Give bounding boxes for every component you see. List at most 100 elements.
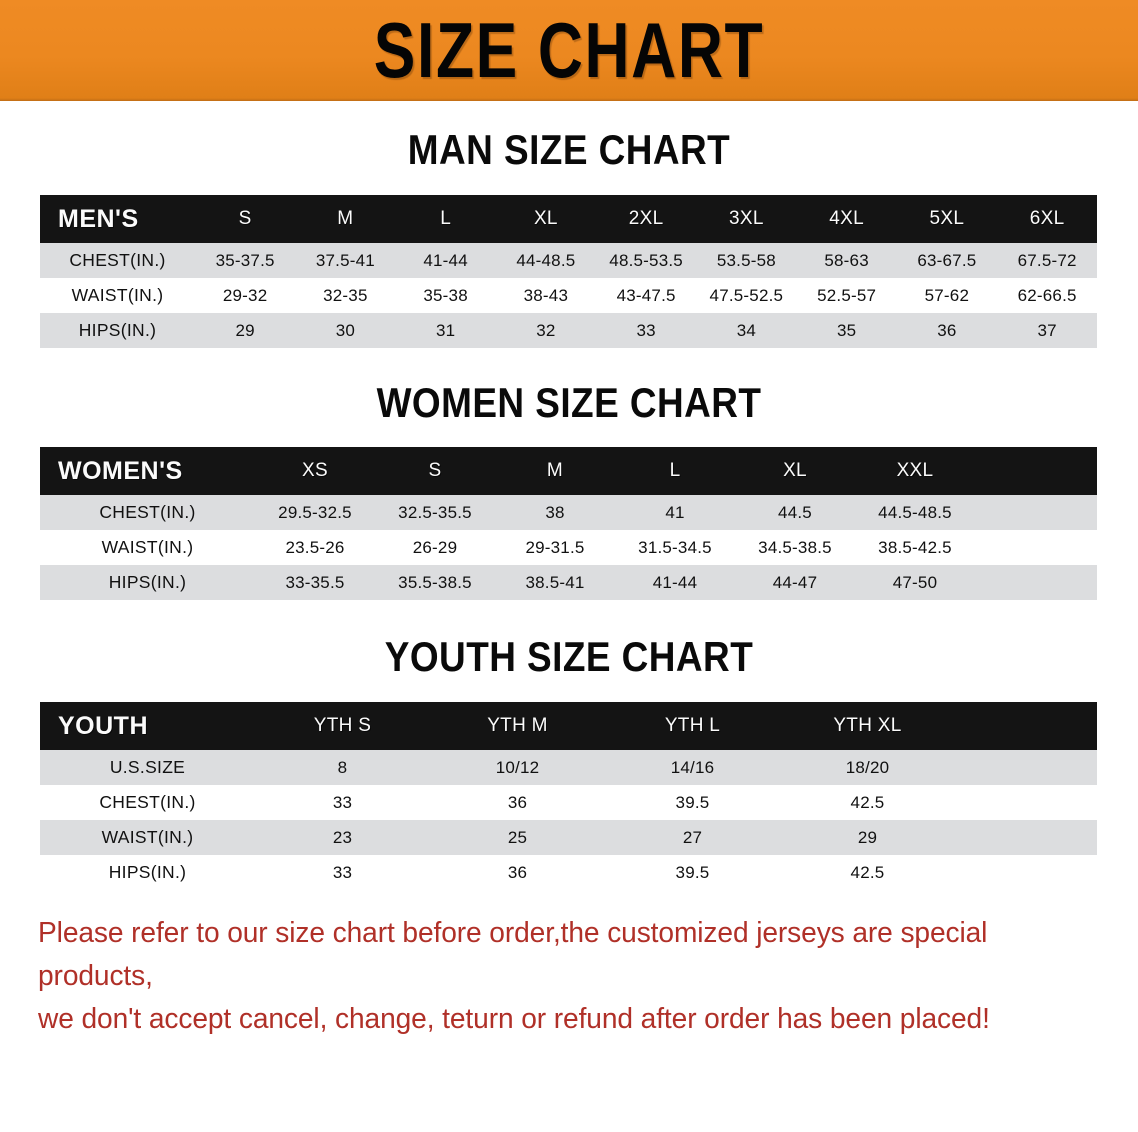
- size-chart-banner: SIZE CHART: [0, 0, 1138, 101]
- youth-ussize-l: 14/16: [670, 757, 715, 777]
- women-hips-xl: 44-47: [772, 572, 818, 592]
- women-waist-s: 26-29: [412, 537, 458, 557]
- women-waist-spacer: [975, 530, 1097, 565]
- man-hips-2xl: 33: [636, 320, 656, 340]
- women-hips-spacer: [975, 565, 1097, 600]
- youth-table-body: U.S.SIZE 8 10/12 14/16 18/20 CHEST(IN.) …: [40, 750, 1097, 890]
- youth-waist-l: 27: [682, 827, 703, 847]
- disclaimer-line-2: we don't accept cancel, change, teturn o…: [38, 1002, 990, 1035]
- youth-row-label-waist: WAIST(IN.): [101, 827, 194, 847]
- youth-col-header-xl: YTH XL: [833, 715, 902, 736]
- youth-col-header-l: YTH L: [664, 715, 721, 736]
- youth-ussize-spacer: [955, 750, 1097, 785]
- women-table-head: WOMEN'S XS S M L XL XXL: [40, 447, 1097, 495]
- youth-ussize-m: 10/12: [495, 757, 540, 777]
- man-waist-5xl: 57-62: [924, 285, 970, 305]
- women-col-header-s: S: [428, 460, 442, 481]
- man-chest-xl: 44-48.5: [516, 250, 576, 270]
- youth-waist-spacer: [955, 820, 1097, 855]
- youth-hips-s: 33: [332, 862, 353, 882]
- man-size-table: MEN'S S M L XL 2XL 3XL 4XL 5XL 6XL CHEST…: [40, 195, 1098, 348]
- man-waist-s: 29-32: [222, 285, 268, 305]
- youth-hips-xl: 42.5: [850, 862, 885, 882]
- women-col-header-m: M: [546, 460, 564, 481]
- table-row: WAIST(IN.) 23 25 27 29: [40, 820, 1097, 855]
- man-col-header-xl: XL: [533, 208, 558, 229]
- youth-waist-xl: 29: [857, 827, 878, 847]
- man-col-header-m: M: [337, 208, 354, 229]
- women-chest-s: 32.5-35.5: [398, 502, 472, 522]
- women-row-label-hips: HIPS(IN.): [108, 572, 187, 592]
- youth-col-header-s: YTH S: [313, 715, 372, 736]
- women-waist-xxl: 38.5-42.5: [878, 537, 952, 557]
- youth-hips-spacer: [955, 855, 1097, 890]
- youth-chest-xl: 42.5: [850, 792, 885, 812]
- man-col-header-s: S: [238, 208, 252, 229]
- man-chest-s: 35-37.5: [215, 250, 275, 270]
- man-hips-m: 30: [335, 320, 356, 340]
- man-waist-3xl: 47.5-52.5: [709, 285, 784, 305]
- man-hips-4xl: 35: [836, 320, 857, 340]
- man-row-label-chest: CHEST(IN.): [69, 250, 166, 270]
- women-header-spacer: [975, 447, 1097, 495]
- women-col-header-xxl: XXL: [896, 460, 934, 481]
- women-waist-xs: 23.5-26: [285, 537, 345, 557]
- table-row: U.S.SIZE 8 10/12 14/16 18/20: [40, 750, 1097, 785]
- women-size-table: WOMEN'S XS S M L XL XXL CHEST(IN.) 29.5-…: [40, 447, 1097, 600]
- disclaimer-text: Please refer to our size chart before or…: [38, 912, 1076, 1041]
- man-row-label-waist: WAIST(IN.): [71, 285, 164, 305]
- man-hips-6xl: 37: [1037, 320, 1057, 340]
- youth-hips-m: 36: [507, 862, 528, 882]
- youth-ussize-s: 8: [337, 757, 348, 777]
- banner-title: SIZE CHART: [373, 5, 765, 94]
- man-waist-6xl: 62-66.5: [1017, 285, 1077, 305]
- table-row: HIPS(IN.) 33 36 39.5 42.5: [40, 855, 1097, 890]
- man-table-head: MEN'S S M L XL 2XL 3XL 4XL 5XL 6XL: [40, 195, 1098, 243]
- table-row: CHEST(IN.) 33 36 39.5 42.5: [40, 785, 1097, 820]
- women-hips-s: 35.5-38.5: [398, 572, 472, 592]
- women-row-label-waist: WAIST(IN.): [101, 537, 194, 557]
- table-row: CHEST(IN.) 29.5-32.5 32.5-35.5 38 41 44.…: [40, 495, 1097, 530]
- women-col-header-xs: XS: [302, 460, 328, 481]
- man-header-row: MEN'S S M L XL 2XL 3XL 4XL 5XL 6XL: [40, 195, 1098, 243]
- women-size-table-wrap: WOMEN'S XS S M L XL XXL CHEST(IN.) 29.5-…: [40, 447, 1097, 600]
- youth-chest-spacer: [955, 785, 1097, 820]
- women-row-label-header: WOMEN'S: [58, 456, 183, 485]
- youth-col-header-m: YTH M: [487, 715, 548, 736]
- man-col-header-l: L: [440, 208, 452, 229]
- man-hips-3xl: 34: [736, 320, 757, 340]
- women-chest-l: 41: [665, 502, 685, 522]
- women-header-row: WOMEN'S XS S M L XL XXL: [40, 447, 1097, 495]
- youth-row-label-header: YOUTH: [58, 711, 148, 740]
- man-waist-l: 35-38: [423, 285, 468, 305]
- youth-header-row: YOUTH YTH S YTH M YTH L YTH XL: [40, 702, 1097, 750]
- youth-size-table: YOUTH YTH S YTH M YTH L YTH XL U.S.SIZE …: [40, 702, 1097, 890]
- youth-section-title: YOUTH SIZE CHART: [384, 633, 754, 680]
- man-chest-4xl: 58-63: [824, 250, 869, 270]
- women-hips-xxl: 47-50: [892, 572, 938, 592]
- man-hips-l: 31: [435, 320, 456, 340]
- man-hips-xl: 32: [536, 320, 556, 340]
- youth-size-table-wrap: YOUTH YTH S YTH M YTH L YTH XL U.S.SIZE …: [40, 702, 1097, 890]
- women-hips-l: 41-44: [652, 572, 698, 592]
- youth-chest-l: 39.5: [675, 792, 710, 812]
- man-waist-4xl: 52.5-57: [817, 285, 877, 305]
- disclaimer-line-1: Please refer to our size chart before or…: [38, 917, 988, 992]
- table-row: CHEST(IN.) 35-37.5 37.5-41 41-44 44-48.5…: [40, 243, 1098, 278]
- man-chest-l: 41-44: [423, 250, 468, 270]
- man-hips-5xl: 36: [937, 320, 957, 340]
- youth-waist-s: 23: [332, 827, 353, 847]
- man-chest-5xl: 63-67.5: [917, 250, 977, 270]
- women-hips-xs: 33-35.5: [285, 572, 345, 592]
- youth-row-label-chest: CHEST(IN.): [99, 792, 196, 812]
- man-waist-xl: 38-43: [523, 285, 569, 305]
- table-row: WAIST(IN.) 23.5-26 26-29 29-31.5 31.5-34…: [40, 530, 1097, 565]
- women-chest-xl: 44.5: [778, 502, 812, 522]
- man-chest-3xl: 53.5-58: [716, 250, 776, 270]
- man-size-table-wrap: MEN'S S M L XL 2XL 3XL 4XL 5XL 6XL CHEST…: [40, 195, 1098, 348]
- youth-hips-l: 39.5: [675, 862, 710, 882]
- man-col-header-6xl: 6XL: [1029, 208, 1065, 229]
- women-col-header-l: L: [669, 460, 681, 481]
- man-row-label-hips: HIPS(IN.): [78, 320, 157, 340]
- women-col-header-xl: XL: [783, 460, 807, 481]
